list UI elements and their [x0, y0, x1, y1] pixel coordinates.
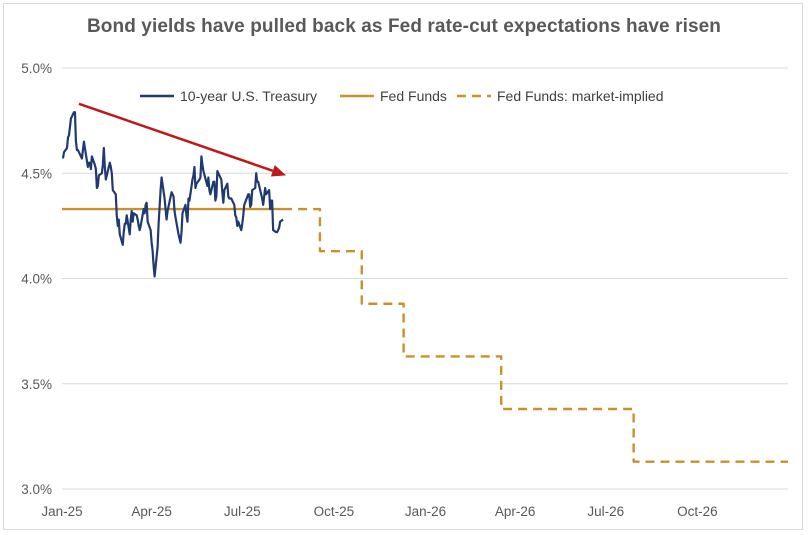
chart-title: Bond yields have pulled back as Fed rate…: [86, 16, 721, 37]
y-tick-label: 5.0%: [21, 61, 52, 76]
y-tick-label: 4.5%: [21, 166, 52, 181]
y-tick-label: 4.0%: [21, 272, 52, 287]
series-layer: [61, 111, 788, 463]
x-tick-label: Oct-26: [677, 504, 718, 519]
trend-arrow-line: [78, 102, 274, 172]
x-tick-label: Jan-26: [405, 504, 446, 519]
trend-arrow-head: [270, 165, 287, 177]
x-tick-label: Apr-26: [495, 504, 536, 519]
series-line-fed-funds-market-implied: [283, 207, 788, 463]
x-tick-label: Apr-25: [131, 504, 172, 519]
y-tick-label: 3.5%: [21, 377, 52, 392]
y-axis-ticks: 5.0% 4.5% 4.0% 3.5% 3.0%: [21, 61, 52, 497]
annotation-layer: [78, 102, 287, 177]
gridlines: [62, 67, 788, 490]
legend-label: Fed Funds: market-implied: [497, 88, 664, 104]
x-tick-label: Jan-25: [41, 504, 82, 519]
chart-frame: [3, 3, 803, 530]
y-tick-label: 3.0%: [21, 482, 52, 497]
legend-label: Fed Funds: [380, 88, 447, 104]
x-axis-ticks: Jan-25 Apr-25 Jul-25 Oct-25 Jan-26 Apr-26 Jul-…: [41, 504, 717, 519]
x-tick-label: Jul-26: [587, 504, 624, 519]
series-line-10-year-u-s-treasury: [61, 111, 284, 278]
x-tick-label: Oct-25: [314, 504, 355, 519]
x-tick-label: Jul-25: [224, 504, 261, 519]
legend-label: 10-year U.S. Treasury: [180, 88, 317, 104]
legend: 10-year U.S. Treasury Fed Funds Fed Funds:…: [140, 88, 664, 104]
